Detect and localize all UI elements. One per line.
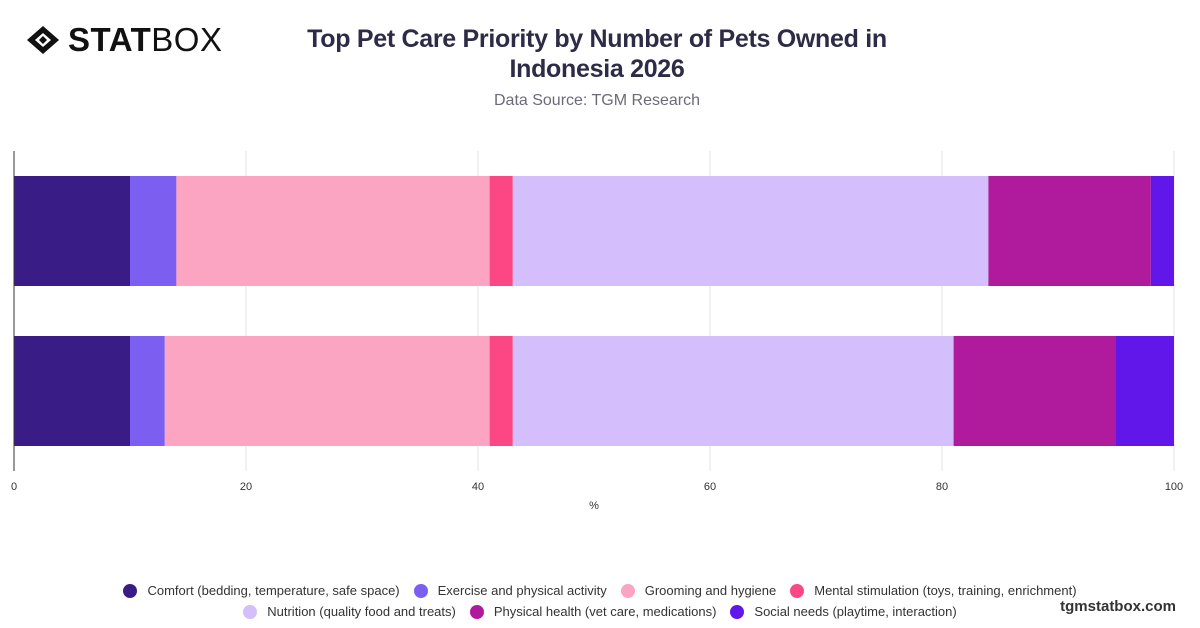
bar-segment-2-5[interactable] [512,336,954,446]
legend-item[interactable]: Exercise and physical activity [413,583,607,598]
x-tick-label: 40 [472,481,484,493]
bar-segment-1-1[interactable] [14,176,130,286]
chart-subtitle: Data Source: TGM Research [493,92,700,109]
legend-row: Nutrition (quality food and treats) Physi… [0,601,1200,622]
legend-label: Grooming and hygiene [644,583,777,598]
legend-label: Physical health (vet care, medications) [493,604,717,619]
bar-segment-2-2[interactable] [130,336,165,446]
x-tick-label: 60 [704,481,716,493]
legend-item[interactable]: Physical health (vet care, medications) [469,604,717,619]
bar-segment-2-1[interactable] [14,336,130,446]
legend-swatch-icon [469,604,484,619]
bar-segments [14,176,1174,446]
legend-swatch-icon [620,583,635,598]
x-tick-label: 0 [11,481,17,493]
chart-title: Top Pet Care Priority by Number of Pets … [307,25,887,83]
bar-segment-1-2[interactable] [130,176,177,286]
bar-segment-2-3[interactable] [164,336,490,446]
brand-logo: STATBOX [26,22,222,58]
bar-segment-1-5[interactable] [512,176,989,286]
legend-swatch-icon [413,583,428,598]
legend-item[interactable]: Grooming and hygiene [620,583,777,598]
x-tick-labels: 0 20 40 60 80 100 [11,481,1183,493]
brand-wordmark-bold: STAT [68,21,152,58]
bar-segment-1-6[interactable] [988,176,1151,286]
bar-segment-1-4[interactable] [489,176,513,286]
brand-wordmark: STATBOX [68,22,222,58]
stacked-bar-chart: 0 20 40 60 80 100 % [11,151,1183,512]
bar-segment-2-7[interactable] [1116,336,1174,446]
bar-segment-2-6[interactable] [953,336,1116,446]
legend-label: Social needs (playtime, interaction) [754,604,957,619]
legend-item[interactable]: Mental stimulation (toys, training, enri… [790,583,1077,598]
legend-swatch-icon [730,604,745,619]
x-axis-title: % [589,500,599,512]
bar-segment-1-7[interactable] [1150,176,1174,286]
legend-item[interactable]: Social needs (playtime, interaction) [730,604,957,619]
legend: Comfort (bedding, temperature, safe spac… [0,580,1200,622]
legend-row: Comfort (bedding, temperature, safe spac… [0,580,1200,601]
brand-wordmark-light: BOX [151,21,223,58]
legend-swatch-icon [123,583,138,598]
legend-item[interactable]: Comfort (bedding, temperature, safe spac… [123,583,400,598]
x-tick-label: 80 [936,481,948,493]
bar-segment-1-3[interactable] [176,176,490,286]
legend-label: Mental stimulation (toys, training, enri… [814,583,1077,598]
x-tick-label: 20 [240,481,252,493]
bar-segment-2-4[interactable] [489,336,513,446]
statbox-diamond-icon [27,26,59,54]
legend-item[interactable]: Nutrition (quality food and treats) [243,604,456,619]
legend-swatch-icon [790,583,805,598]
legend-label: Exercise and physical activity [437,583,607,598]
legend-label: Nutrition (quality food and treats) [267,604,456,619]
legend-label: Comfort (bedding, temperature, safe spac… [147,583,400,598]
legend-swatch-icon [243,604,258,619]
x-tick-label: 100 [1165,481,1183,493]
website-label: tgmstatbox.com [1060,598,1176,615]
